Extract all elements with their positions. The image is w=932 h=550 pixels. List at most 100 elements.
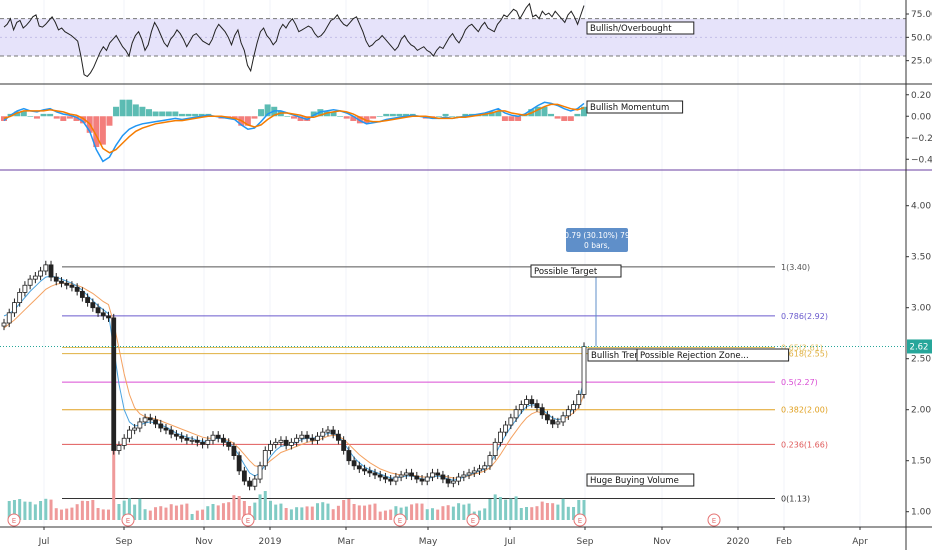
macd-hist-bar	[462, 113, 469, 117]
candle-body	[529, 399, 535, 404]
price-tick-label: 3.50	[911, 253, 931, 263]
macd-hist-bar	[403, 113, 410, 117]
macd-hist-bar	[126, 99, 133, 117]
candle-body	[372, 472, 378, 476]
candle-body	[377, 474, 383, 478]
trend-annotation-text: Bullish Trend	[591, 351, 645, 361]
candle-body	[27, 278, 33, 286]
macd-hist-bar	[442, 113, 449, 117]
volume-bar	[75, 504, 79, 520]
candle-body	[43, 264, 49, 272]
volume-bar	[86, 501, 90, 520]
candle-body	[32, 275, 38, 280]
candle-body	[116, 444, 122, 451]
last-price-badge	[907, 339, 932, 354]
candle-body	[430, 472, 435, 478]
volume-bar	[138, 498, 142, 520]
volume-bar	[326, 503, 330, 520]
volume-bar	[117, 504, 121, 520]
macd-hist-bar	[567, 116, 574, 121]
volume-bar	[514, 496, 518, 520]
volume-bar	[477, 510, 481, 520]
candle-body	[184, 437, 190, 441]
volume-bar	[289, 509, 293, 520]
candle-body	[424, 476, 430, 482]
volume-bar	[70, 507, 74, 520]
x-tick-label: Sep	[577, 537, 594, 547]
x-tick-label: May	[419, 537, 438, 547]
macd-hist-bar	[554, 116, 561, 119]
macd-hist-bar	[258, 109, 265, 117]
volume-annotation-box	[586, 473, 695, 487]
volume-bar	[316, 503, 320, 520]
candle-body	[38, 270, 43, 277]
target-annotation-box	[530, 264, 622, 278]
volume-bar	[174, 505, 178, 520]
candle-body	[158, 423, 164, 429]
rejection-annotation-text: Possible Rejection Zone...	[640, 351, 749, 361]
candle-body	[299, 434, 305, 439]
volume-bar	[44, 498, 48, 520]
last-price-text: 2.62	[910, 342, 929, 352]
candle-body	[545, 414, 550, 421]
volume-bar	[54, 508, 58, 520]
volume-bar	[253, 502, 257, 520]
macd-hist-bar	[495, 111, 502, 117]
earnings-marker	[573, 513, 587, 527]
volume-bar	[446, 505, 450, 520]
volume-bar	[425, 509, 429, 520]
rsi-tick-label: 25.00	[911, 57, 932, 67]
macd-hist-bar	[449, 116, 456, 117]
volume-bar	[80, 500, 84, 520]
volume-bar	[59, 509, 63, 520]
volume-bar	[65, 508, 69, 520]
candle-body	[64, 282, 70, 286]
x-tick-label: 2020	[727, 537, 750, 547]
price-tick-label: 3.00	[911, 304, 931, 314]
candle-body	[440, 474, 446, 480]
candle-body	[576, 393, 582, 405]
earnings-label: E	[471, 517, 475, 525]
volume-bar	[216, 505, 220, 520]
macd-hist-bar	[99, 116, 106, 145]
candle-body	[74, 286, 80, 292]
earnings-marker	[393, 513, 407, 527]
volume-bar	[154, 507, 158, 520]
candle-body	[304, 434, 310, 439]
candle-body	[315, 435, 320, 441]
candle-body	[477, 468, 482, 472]
macd-hist-bar	[574, 113, 581, 117]
volume-annotation-text: Huge Buying Volume	[590, 476, 679, 486]
volume-bar	[519, 508, 523, 520]
volume-bar	[404, 506, 408, 520]
fib-level-label: 0.382(2.00)	[781, 406, 828, 415]
macd-hist-bar	[264, 104, 271, 117]
macd-hist-bar	[534, 106, 541, 117]
candle-body	[393, 476, 399, 482]
volume-bar	[572, 507, 576, 520]
macd-hist-bar	[488, 111, 495, 117]
volume-bar	[258, 494, 262, 520]
volume-bar	[107, 509, 111, 520]
volume-bar	[556, 504, 560, 520]
macd-hist-bar	[198, 113, 205, 117]
candle-body	[205, 439, 211, 445]
volume-bar	[389, 509, 393, 520]
x-tick-label: Jul	[38, 537, 50, 547]
volume-bar	[91, 500, 95, 520]
candle-body	[524, 399, 529, 405]
candle-body	[356, 465, 362, 470]
candle-body	[210, 434, 216, 441]
x-tick-label: Feb	[776, 537, 792, 547]
measure-text-1: 0.79 (30.10%) 79	[564, 231, 630, 240]
candle-body	[445, 478, 451, 484]
macd-hist-bar	[376, 116, 383, 117]
macd-hist-bar	[132, 104, 139, 117]
candle-body	[17, 291, 23, 303]
macd-tick-label: −0.20	[911, 134, 932, 144]
macd-tick-label: −0.40	[911, 155, 932, 165]
macd-annotation-box	[586, 100, 684, 114]
volume-bar	[300, 507, 304, 520]
